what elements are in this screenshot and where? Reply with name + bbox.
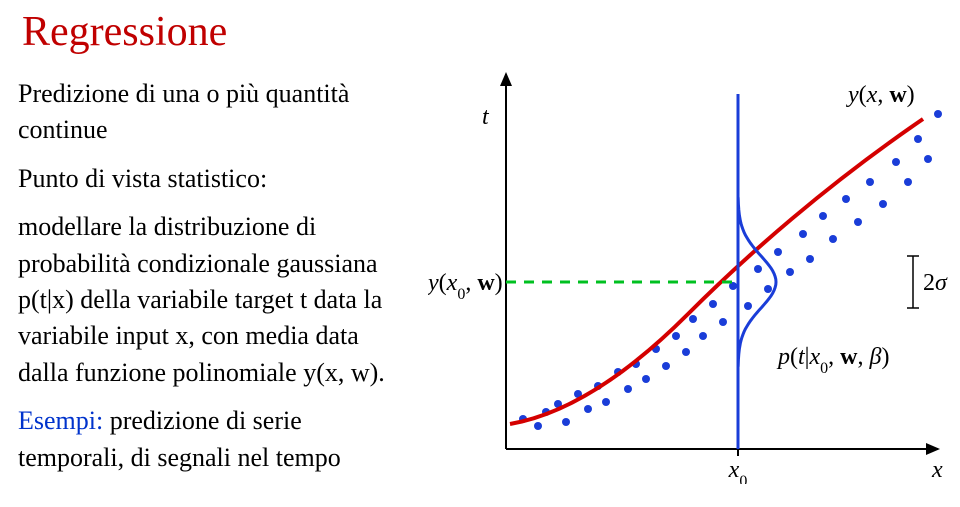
text-line: Predizione di una o più quantità xyxy=(18,79,349,108)
text-line: continue xyxy=(18,115,108,144)
text-line: variabile input x, con media data xyxy=(18,321,359,350)
text-line: dalla funzione polinomiale y(x, w). xyxy=(18,358,385,387)
svg-text:x: x xyxy=(931,457,943,483)
svg-text:x0: x0 xyxy=(728,457,748,484)
svg-text:2σ: 2σ xyxy=(923,270,948,296)
text-line: modellare la distribuzione di xyxy=(18,212,316,241)
svg-text:t: t xyxy=(482,104,490,130)
svg-text:y(x0, w): y(x0, w) xyxy=(428,270,503,303)
svg-text:y(x, w): y(x, w) xyxy=(846,82,915,108)
slide-title: Regressione xyxy=(22,8,428,56)
para-statistical: Punto di vista statistico: xyxy=(18,161,428,197)
text-line: Punto di vista statistico: xyxy=(18,164,267,193)
svg-text:p(t|x0, w, β): p(t|x0, w, β) xyxy=(776,344,889,377)
text-line: probabilità condizionale gaussiana xyxy=(18,249,378,278)
text-line: p(t|x) della variabile target t data la xyxy=(18,285,382,314)
para-prediction: Predizione di una o più quantità continu… xyxy=(18,76,428,149)
slide: Regressione Predizione di una o più quan… xyxy=(0,0,960,507)
examples-label: Esempi: xyxy=(18,406,103,435)
text-line: predizione di serie xyxy=(103,406,302,435)
text-line: temporali, di segnali nel tempo xyxy=(18,443,341,472)
para-examples: Esempi: predizione di serie temporali, d… xyxy=(18,403,428,476)
chart-column: ty(x, w)y(x0, w)p(t|x0, w, β)2σx0x xyxy=(440,0,960,507)
para-model: modellare la distribuzione di probabilit… xyxy=(18,209,428,391)
text-column: Regressione Predizione di una o più quan… xyxy=(0,0,440,507)
regression-chart: t y(x, w) y(x0, w) p(t|x0, w, β) 2σ x0 x xyxy=(428,54,958,484)
